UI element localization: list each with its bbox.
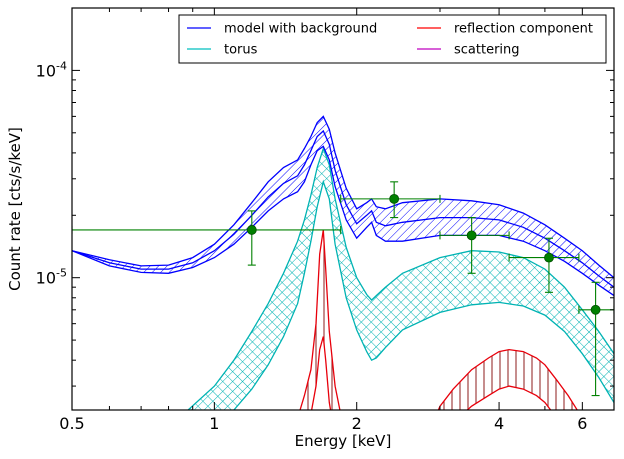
legend-label-2: torus: [224, 43, 258, 58]
plot-frame: [71, 7, 615, 411]
legend-label-3: scattering: [454, 43, 520, 58]
y-tick-label-0: 10-5: [36, 267, 67, 288]
reflection-component-upper-line-3: [437, 348, 578, 410]
x-tick-label-2: 2: [352, 414, 362, 433]
legend-box: [178, 14, 607, 64]
data-point-0: [246, 225, 257, 235]
torus-upper-line-1: [187, 146, 614, 410]
legend-label-0: model with background: [224, 22, 377, 37]
model-with-background-band-0: [72, 116, 614, 296]
y-tick-label-1: 10-4: [36, 59, 67, 80]
axis-tick-labels: 0.5 1 2 4 6 10-5 10-4: [36, 59, 588, 433]
y-axis-title: Count rate [cts/s/keV]: [6, 127, 24, 291]
data-point-1: [389, 193, 400, 204]
data-point-3: [544, 252, 554, 263]
data-point-2: [466, 230, 477, 241]
x-tick-label-0: 0.5: [59, 414, 84, 433]
torus-band-1: [188, 148, 614, 410]
bands-layer: [72, 115, 614, 410]
reflection-component-lower-line-2: [310, 336, 332, 410]
x-tick-label-3: 4: [494, 414, 504, 433]
axis-ticks: [71, 7, 615, 410]
model-with-background-lower-line-0: [72, 145, 614, 297]
x-tick-label-1: 1: [209, 414, 219, 433]
torus-lower-line-1: [232, 179, 614, 410]
model-with-background-center-line-0: [72, 129, 614, 288]
model-with-background-upper-line-0: [72, 115, 614, 279]
reflection-component-lower-line-3: [466, 385, 552, 410]
data-point-4: [590, 304, 601, 315]
reflection-component-band-3: [438, 349, 578, 410]
x-axis-title: Energy [keV]: [295, 432, 392, 450]
reflection-component-band-2: [300, 229, 340, 410]
legend: model with background reflection componen…: [178, 14, 607, 64]
data-points-layer: [72, 181, 614, 397]
reflection-component-upper-line-2: [299, 229, 341, 410]
legend-label-1: reflection component: [454, 22, 593, 37]
plot-area: [72, 115, 614, 410]
x-tick-label-4: 6: [577, 414, 587, 433]
